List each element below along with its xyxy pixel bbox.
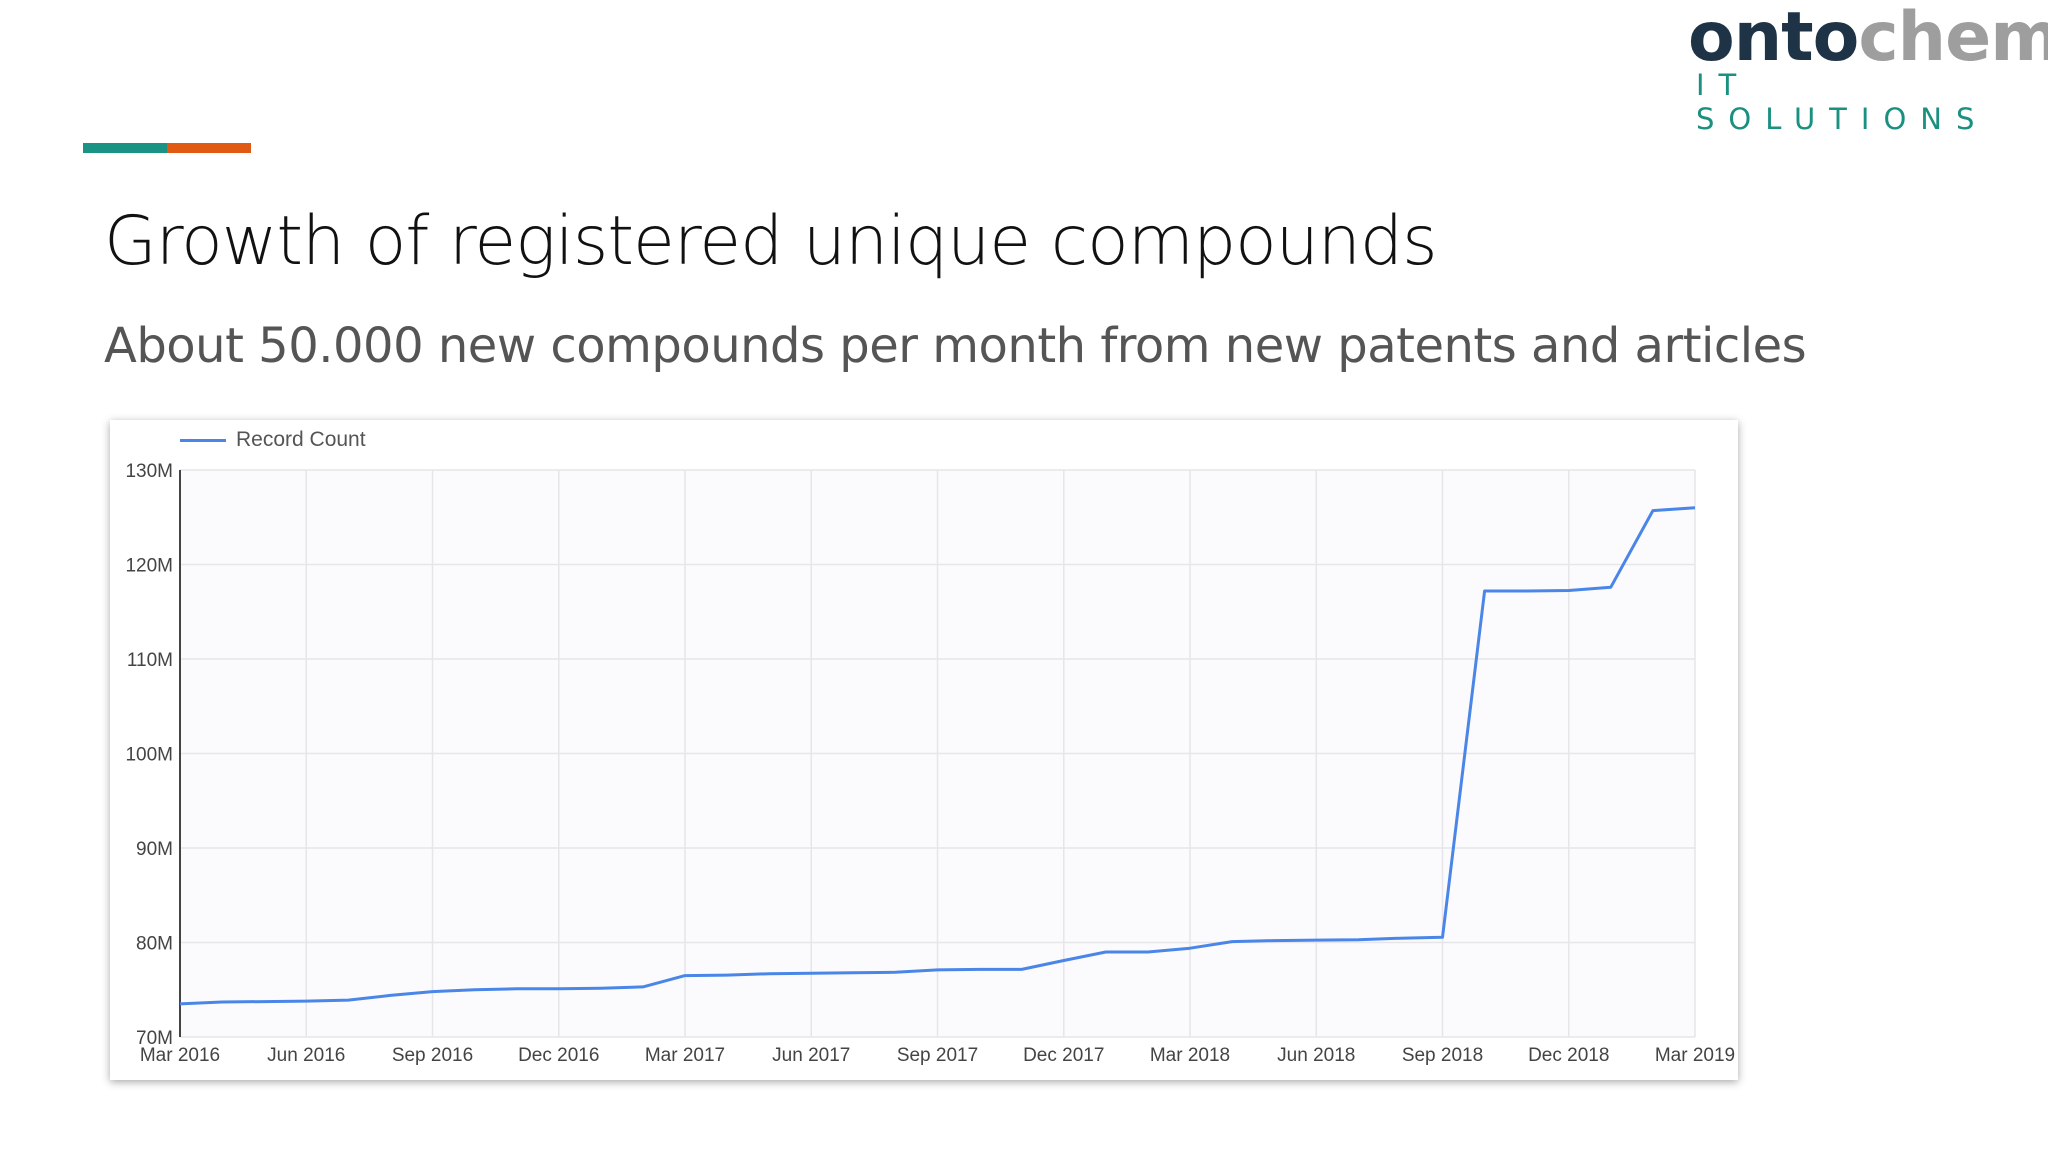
logo-tagline: IT SOLUTIONS (1696, 68, 1989, 136)
ontochem-logo: ontochem IT SOLUTIONS (1688, 0, 2048, 136)
y-tick-label: 100M (125, 745, 173, 766)
x-tick-label: Sep 2018 (1402, 1045, 1483, 1066)
chart-legend: Record Count (180, 428, 366, 452)
y-tick-label: 130M (125, 461, 173, 482)
logo-wordmark: ontochem (1688, 0, 2048, 77)
x-tick-label: Jun 2017 (772, 1045, 850, 1066)
x-tick-label: Mar 2019 (1655, 1045, 1735, 1066)
accent-bar-teal (83, 143, 167, 153)
x-tick-label: Dec 2016 (518, 1045, 599, 1066)
chart-card: 70M 80M 90M 100M 110M 120M 130M Mar 2016 Jun 201… (110, 420, 1738, 1080)
x-tick-label: Jun 2018 (1277, 1045, 1355, 1066)
accent-bar (83, 143, 251, 153)
x-tick-label: Sep 2017 (897, 1045, 978, 1066)
y-tick-label: 70M (136, 1028, 173, 1049)
slide-subtitle: About 50.000 new compounds per month fro… (104, 318, 1807, 374)
x-tick-label: Mar 2017 (645, 1045, 725, 1066)
y-tick-label: 120M (125, 556, 173, 577)
x-tick-label: Sep 2016 (392, 1045, 473, 1066)
legend-swatch (180, 438, 226, 442)
logo-wordmark-onto: onto (1688, 0, 1859, 77)
legend-label: Record Count (236, 428, 366, 451)
slide-title: Growth of registered unique compounds (104, 202, 1437, 281)
logo-wordmark-chem: chem (1858, 0, 2048, 77)
series-line-record-count (179, 506, 1696, 1006)
x-tick-label: Mar 2018 (1150, 1045, 1230, 1066)
line-chart: 70M 80M 90M 100M 110M 120M 130M Mar 2016 Jun 201… (125, 461, 1735, 1066)
x-tick-label: Dec 2017 (1023, 1045, 1104, 1066)
y-tick-label: 80M (136, 934, 173, 955)
accent-bar-orange (167, 143, 251, 153)
x-tick-label: Dec 2018 (1528, 1045, 1609, 1066)
y-tick-label: 90M (136, 839, 173, 860)
x-tick-label: Jun 2016 (267, 1045, 345, 1066)
y-tick-label: 110M (127, 650, 173, 671)
x-tick-label: Mar 2016 (140, 1045, 220, 1066)
